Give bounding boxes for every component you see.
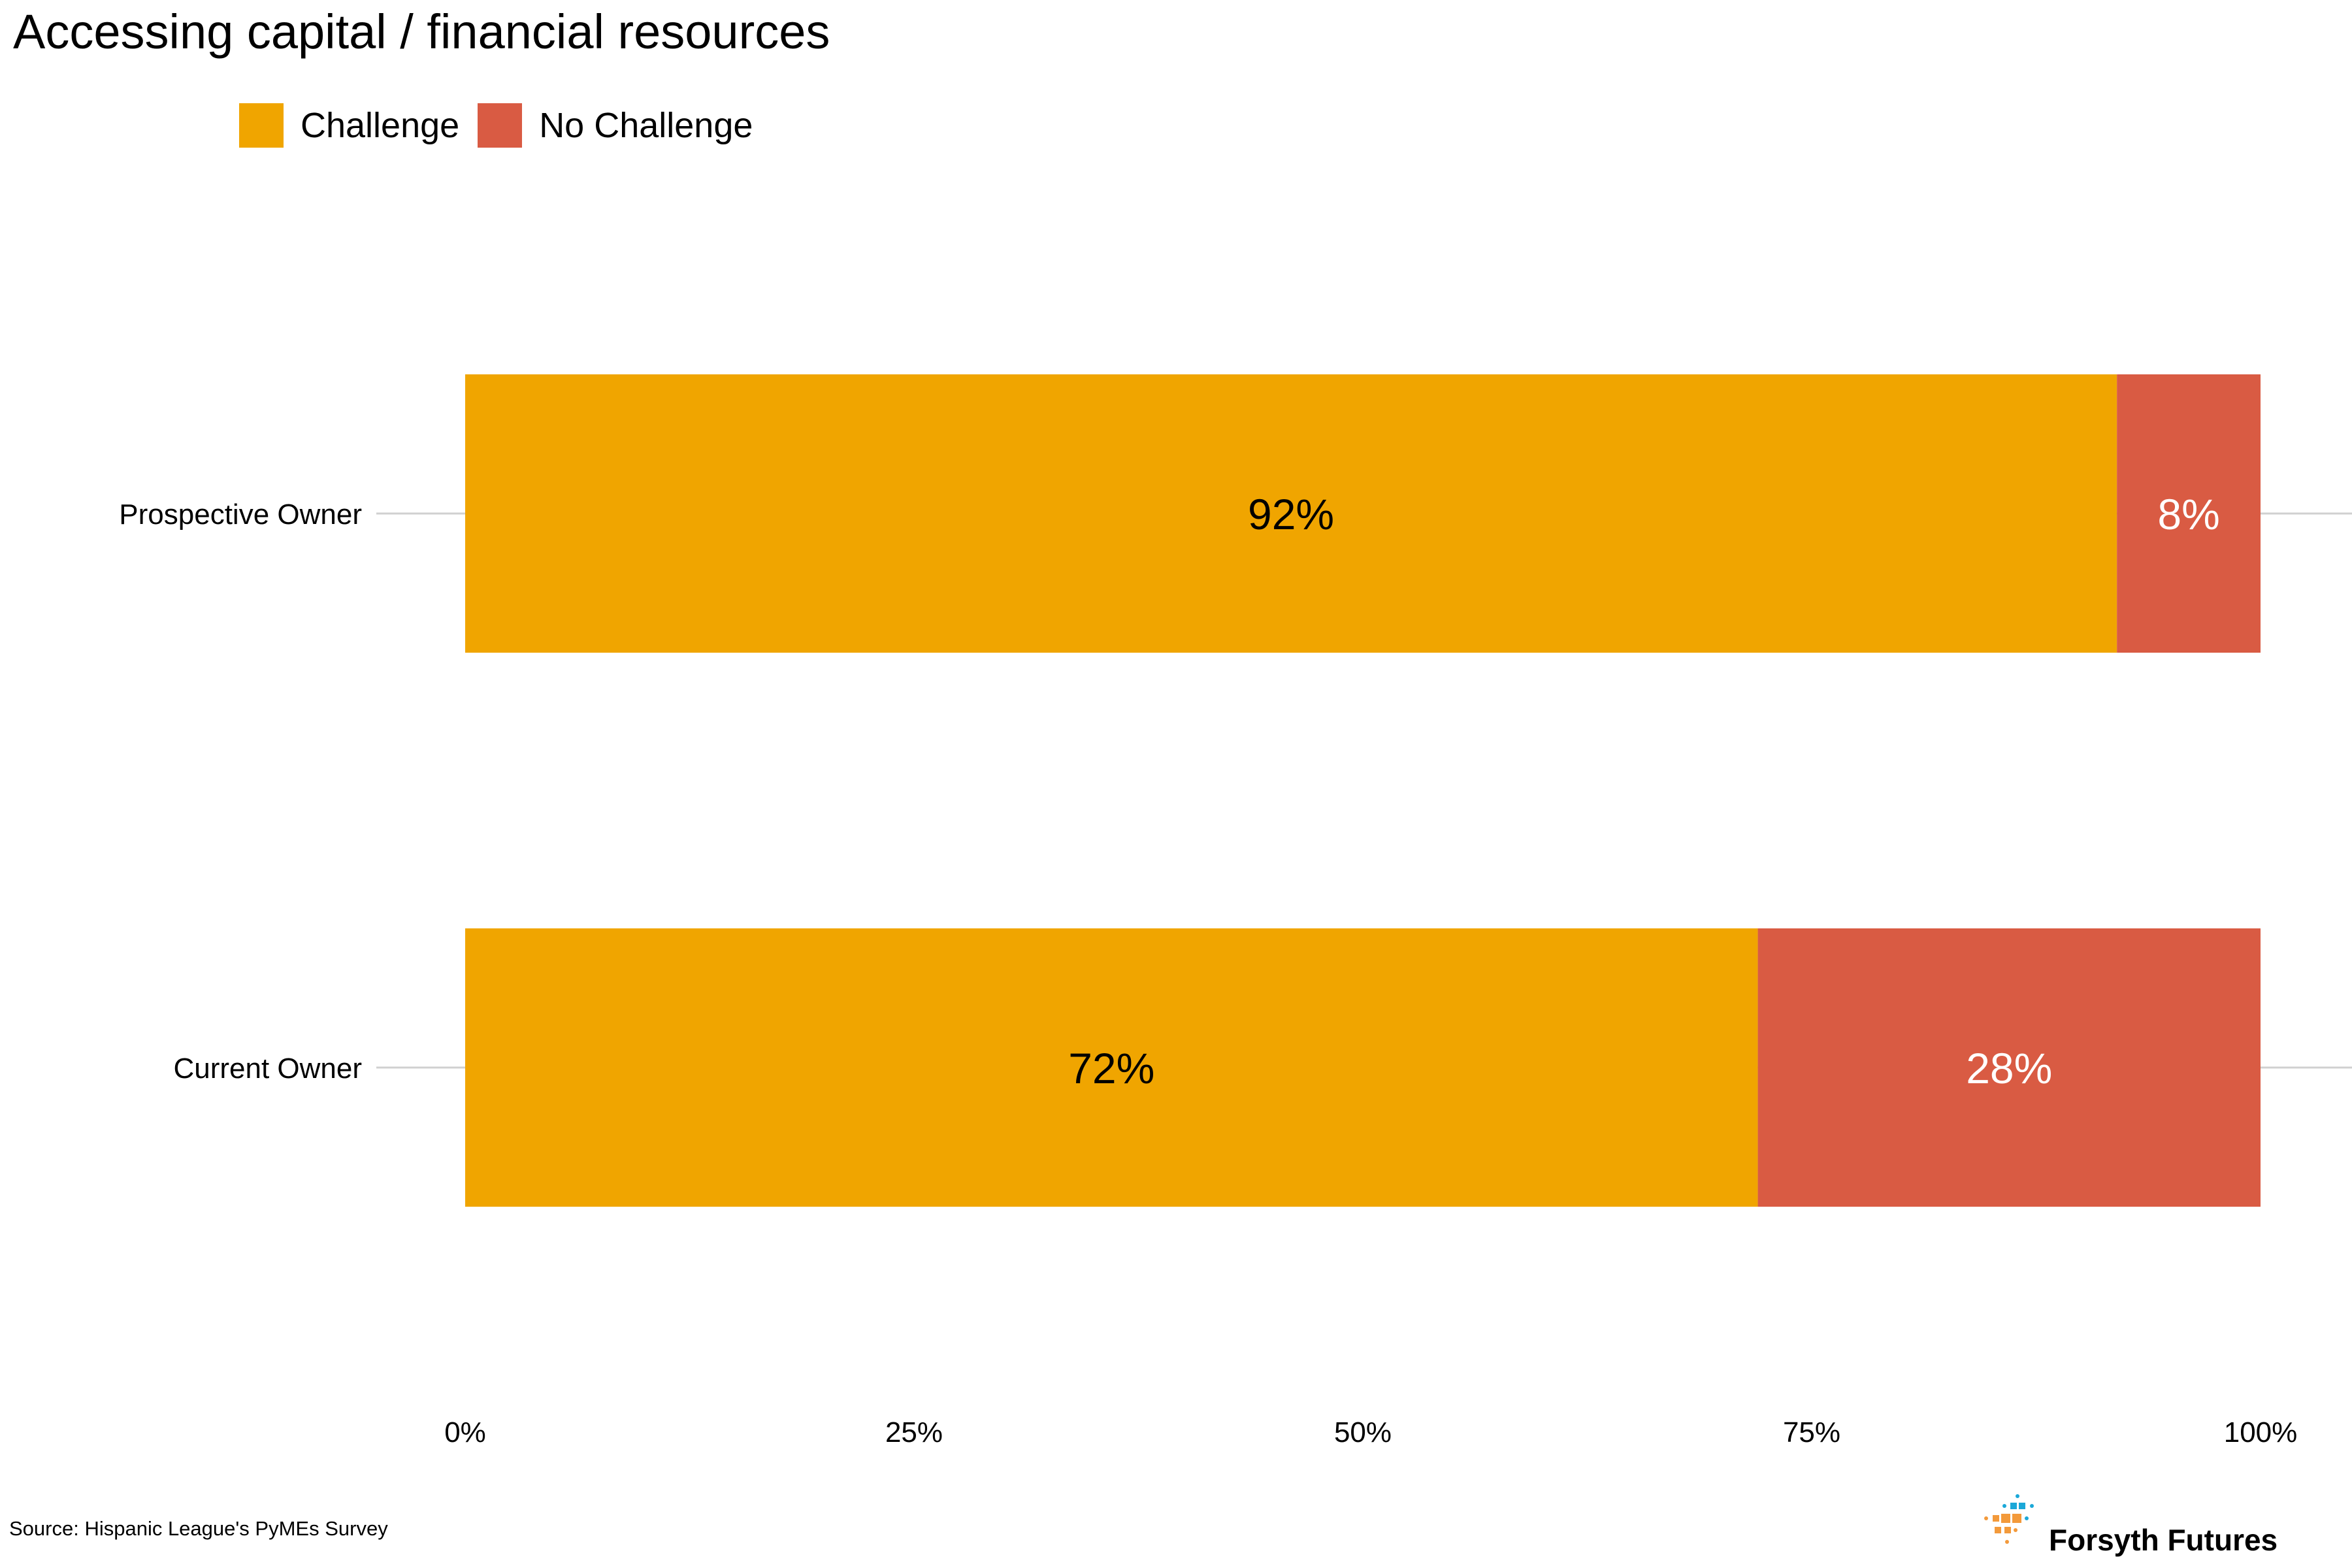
data-label-challenge-prospective-owner: 92% (1248, 490, 1334, 538)
data-label-no-challenge-current-owner: 28% (1966, 1044, 2052, 1092)
legend: Challenge No Challenge (239, 103, 771, 148)
x-tick-label-100: 100% (2224, 1416, 2298, 1448)
category-label-prospective-owner: Prospective Owner (119, 498, 362, 531)
data-label-no-challenge-prospective-owner: 8% (2157, 490, 2219, 538)
chart-title: Accessing capital / financial resources (13, 5, 830, 59)
forsyth-futures-logo-icon (1984, 1494, 2034, 1544)
legend-swatch-challenge (239, 103, 284, 148)
data-label-challenge-current-owner: 72% (1068, 1044, 1154, 1092)
source-note: Source: Hispanic League's PyMEs Survey (9, 1517, 388, 1540)
x-tick-label-25: 25% (885, 1416, 943, 1448)
bar-no-challenge-prospective-owner (2117, 374, 2261, 653)
x-tick-label-0: 0% (444, 1416, 486, 1448)
forsyth-futures-logo: Forsyth Futures (1980, 1490, 2278, 1555)
bar-challenge-current-owner (465, 928, 1758, 1207)
legend-label-no-challenge: No Challenge (539, 106, 753, 145)
category-label-current-owner: Current Owner (173, 1053, 362, 1085)
legend-label-challenge: Challenge (301, 106, 460, 145)
legend-swatch-no-challenge (478, 103, 523, 148)
legend-item-challenge: Challenge (239, 103, 459, 148)
bar-challenge-prospective-owner (465, 374, 2117, 653)
x-tick-label-50: 50% (1334, 1416, 1392, 1448)
legend-item-no-challenge: No Challenge (478, 103, 753, 148)
bar-no-challenge-current-owner (1757, 928, 2261, 1207)
x-tick-label-75: 75% (1783, 1416, 1840, 1448)
logo-text: Forsyth Futures (2049, 1523, 2278, 1557)
